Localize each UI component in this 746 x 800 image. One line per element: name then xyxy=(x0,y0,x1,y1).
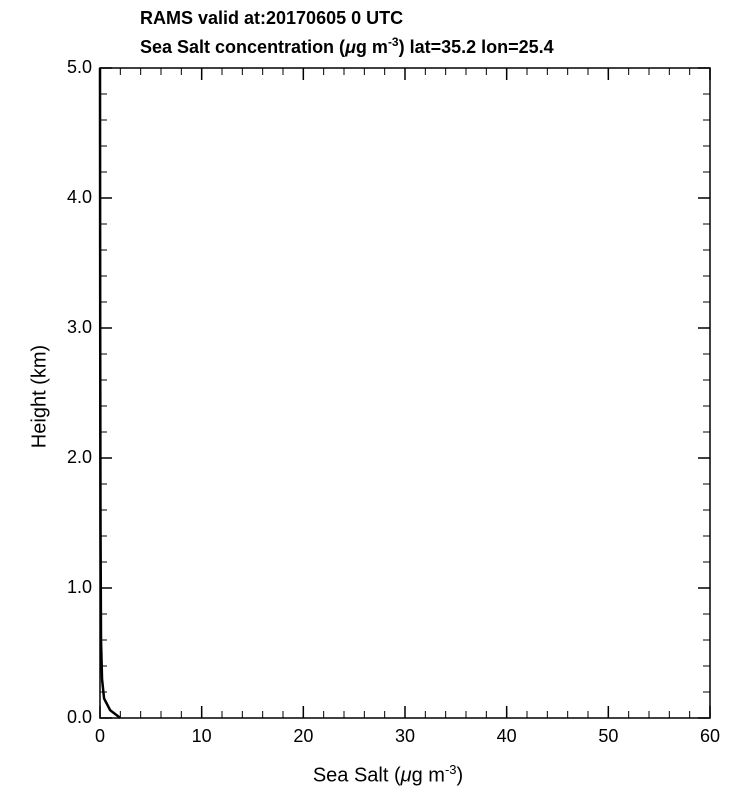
x-tick-label: 50 xyxy=(578,726,638,747)
y-axis-label: Height (km) xyxy=(29,337,52,457)
chart-plot xyxy=(0,0,746,800)
x-tick-label: 40 xyxy=(477,726,537,747)
x-tick-label: 10 xyxy=(172,726,232,747)
y-tick-label: 5.0 xyxy=(50,57,92,78)
x-tick-label: 30 xyxy=(375,726,435,747)
x-tick-label: 0 xyxy=(70,726,130,747)
x-tick-label: 20 xyxy=(273,726,333,747)
y-tick-label: 3.0 xyxy=(50,317,92,338)
y-tick-label: 4.0 xyxy=(50,187,92,208)
y-tick-label: 2.0 xyxy=(50,447,92,468)
x-tick-label: 60 xyxy=(680,726,740,747)
y-tick-label: 0.0 xyxy=(50,707,92,728)
x-axis-label: Sea Salt (μg m-3) xyxy=(0,762,746,788)
y-tick-label: 1.0 xyxy=(50,577,92,598)
